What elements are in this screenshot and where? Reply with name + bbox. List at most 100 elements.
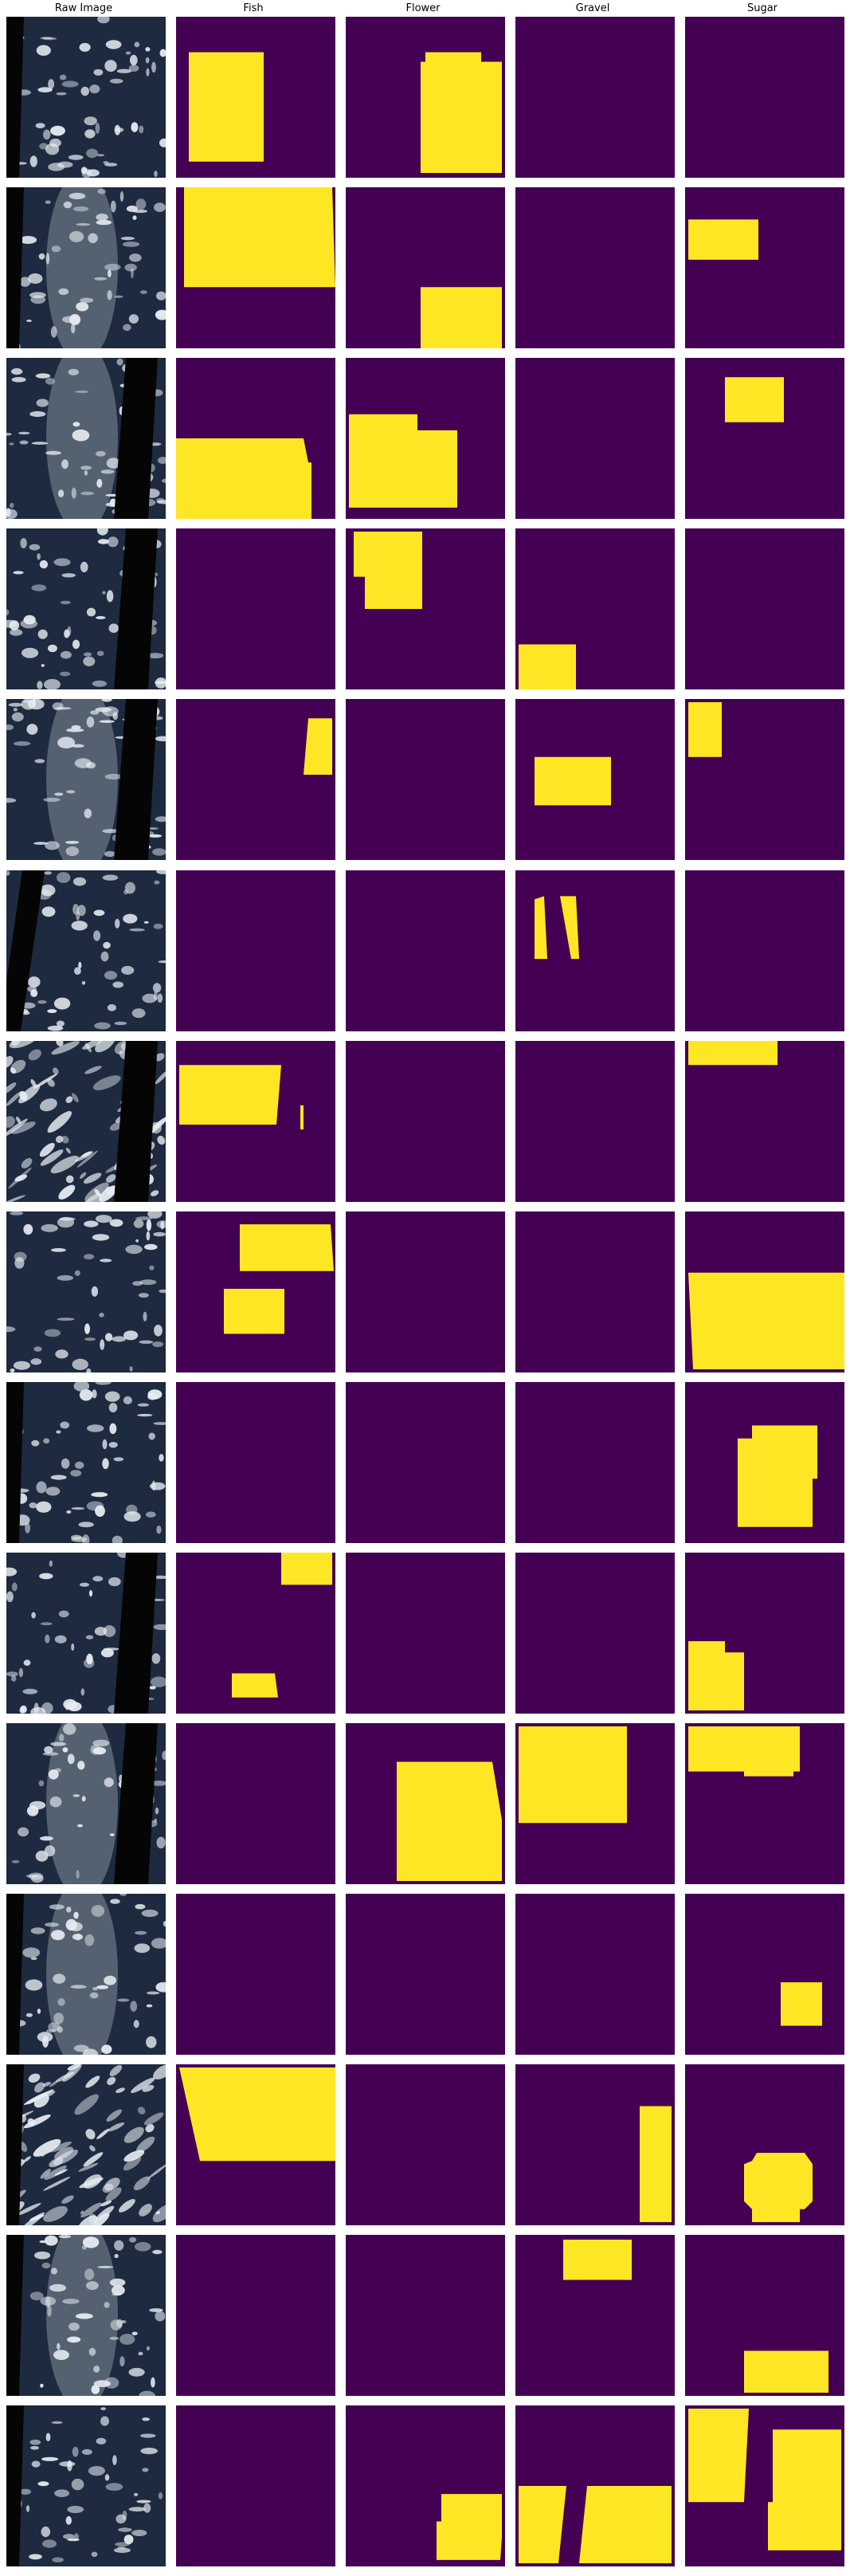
raw-image-7	[6, 1041, 166, 1202]
gravel-region-14-1	[563, 2240, 632, 2280]
fish-region-7-1	[179, 1065, 281, 1125]
raw-image-12	[6, 1894, 166, 2055]
fish-region-8-2	[224, 1288, 284, 1334]
gravel-mask-3	[515, 358, 675, 519]
gravel-region-11-1	[519, 1726, 627, 1824]
gravel-mask-10	[515, 1553, 675, 1714]
sugar-region-15-1	[688, 2409, 749, 2503]
gravel-region-5-1	[535, 756, 611, 806]
gravel-mask-9	[515, 1382, 675, 1543]
flower-region-3-1	[349, 414, 457, 508]
gravel-mask-6	[515, 870, 675, 1031]
sugar-region-10-1	[688, 1641, 744, 1710]
sugar-mask-9	[685, 1382, 844, 1543]
fish-mask-12	[176, 1894, 335, 2055]
fish-region-8-1	[240, 1224, 334, 1271]
raw-image-15	[6, 2405, 166, 2566]
fish-mask-4	[176, 528, 335, 689]
sugar-region-5-1	[688, 702, 722, 757]
fish-region-10-2	[232, 1673, 278, 1698]
raw-image-2	[6, 187, 166, 348]
flower-mask-2	[346, 187, 505, 348]
flower-mask-4	[346, 528, 505, 689]
gravel-region-15-1	[519, 2486, 566, 2563]
fish-mask-11	[176, 1723, 335, 1884]
fish-mask-5	[176, 699, 335, 860]
fish-mask-8	[176, 1211, 335, 1372]
gravel-region-4-1	[519, 644, 576, 689]
fish-mask-10	[176, 1553, 335, 1714]
sugar-region-11-1	[688, 1726, 800, 1777]
gravel-mask-5	[515, 699, 675, 860]
gravel-mask-14	[515, 2235, 675, 2396]
gravel-mask-12	[515, 1894, 675, 2055]
raw-image-6	[6, 870, 166, 1031]
flower-mask-5	[346, 699, 505, 860]
flower-region-2-1	[421, 287, 502, 348]
sugar-region-13-1	[744, 2153, 813, 2222]
sugar-mask-14	[685, 2235, 844, 2396]
sugar-region-8-1	[688, 1272, 844, 1369]
fish-mask-1	[176, 17, 335, 178]
gravel-region-15-2	[579, 2486, 672, 2563]
header-gravel: Gravel	[575, 2, 610, 14]
fish-mask-2	[176, 187, 335, 348]
flower-region-1-1	[421, 52, 502, 173]
flower-mask-11	[346, 1723, 505, 1884]
flower-region-4-1	[354, 532, 422, 609]
gravel-mask-15	[515, 2405, 675, 2566]
gravel-region-6-2	[560, 896, 579, 960]
header-raw-image: Raw Image	[54, 2, 113, 14]
gravel-mask-2	[515, 187, 675, 348]
gravel-mask-7	[515, 1041, 675, 1202]
fish-region-1-1	[189, 52, 264, 162]
fish-region-2-1	[184, 187, 335, 288]
sugar-mask-10	[685, 1553, 844, 1714]
flower-mask-10	[346, 1553, 505, 1714]
flower-mask-9	[346, 1382, 505, 1543]
fish-region-3-1	[176, 438, 311, 519]
raw-image-11	[6, 1723, 166, 1884]
sugar-mask-11	[685, 1723, 844, 1884]
fish-mask-6	[176, 870, 335, 1031]
header-flower: Flower	[405, 2, 441, 14]
fish-mask-7	[176, 1041, 335, 1202]
fish-region-10-1	[281, 1553, 332, 1585]
sugar-mask-15	[685, 2405, 844, 2566]
raw-image-3	[6, 358, 166, 519]
sugar-mask-5	[685, 699, 844, 860]
sugar-region-2-1	[688, 219, 758, 260]
sugar-region-12-1	[781, 1982, 822, 2026]
flower-mask-12	[346, 1894, 505, 2055]
fish-mask-9	[176, 1382, 335, 1543]
raw-image-14	[6, 2235, 166, 2396]
sugar-mask-8	[685, 1211, 844, 1372]
flower-mask-6	[346, 870, 505, 1031]
raw-image-10	[6, 1553, 166, 1714]
gravel-mask-11	[515, 1723, 675, 1884]
sugar-mask-2	[685, 187, 844, 348]
gravel-mask-13	[515, 2064, 675, 2225]
raw-image-8	[6, 1211, 166, 1372]
header-sugar: Sugar	[746, 2, 778, 14]
sugar-region-9-1	[738, 1425, 817, 1527]
flower-mask-8	[346, 1211, 505, 1372]
header-fish: Fish	[243, 2, 264, 14]
sugar-region-14-1	[744, 2350, 828, 2393]
sugar-mask-6	[685, 870, 844, 1031]
raw-image-4	[6, 528, 166, 689]
sugar-mask-1	[685, 17, 844, 178]
sugar-mask-4	[685, 528, 844, 689]
flower-mask-14	[346, 2235, 505, 2396]
sugar-mask-13	[685, 2064, 844, 2225]
sugar-mask-3	[685, 358, 844, 519]
flower-region-15-1	[437, 2494, 502, 2560]
sugar-region-15-2	[768, 2429, 841, 2550]
sugar-region-3-1	[725, 377, 784, 422]
flower-region-11-1	[397, 1761, 502, 1881]
fish-mask-13	[176, 2064, 335, 2225]
flower-mask-13	[346, 2064, 505, 2225]
fish-region-7-2	[300, 1105, 304, 1130]
fish-region-13-1	[179, 2067, 335, 2162]
